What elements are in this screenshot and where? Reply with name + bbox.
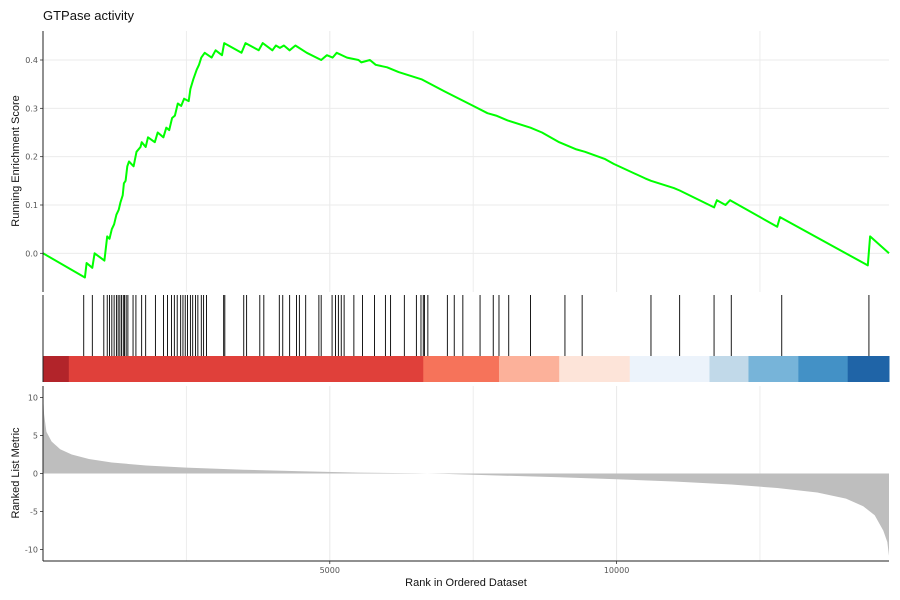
color-band-segment bbox=[559, 356, 631, 382]
hits-panel bbox=[83, 295, 870, 356]
x-tick-label: 5000 bbox=[320, 566, 340, 575]
axes: 5000 10000 bbox=[42, 31, 889, 575]
y-tick-label: 5 bbox=[33, 431, 38, 440]
color-band-segment bbox=[68, 356, 424, 382]
color-band-segment bbox=[847, 356, 890, 382]
running-score-panel: 0.0 0.1 0.2 0.3 0.4 bbox=[25, 42, 890, 279]
ranked-metric-area bbox=[43, 393, 889, 556]
color-band bbox=[43, 356, 890, 382]
y-axis-label-ranked-metric: Ranked List Metric bbox=[10, 427, 22, 519]
y-tick-label: 0.2 bbox=[25, 153, 38, 162]
x-tick-label: 10000 bbox=[604, 566, 629, 575]
color-band-segment bbox=[423, 356, 500, 382]
running-score-line bbox=[42, 42, 890, 279]
y-tick-label: 0.0 bbox=[25, 249, 38, 258]
color-band-segment bbox=[43, 356, 70, 382]
chart-title: GTPase activity bbox=[43, 8, 135, 23]
y-tick-label: 0 bbox=[33, 470, 38, 479]
y-tick-label: 0.3 bbox=[25, 104, 38, 113]
x-axis-label: Rank in Ordered Dataset bbox=[405, 577, 527, 589]
y-axis-label-running-score: Running Enrichment Score bbox=[10, 95, 22, 226]
color-band-segment bbox=[629, 356, 710, 382]
color-band-segment bbox=[748, 356, 799, 382]
color-band-segment bbox=[709, 356, 749, 382]
color-band-segment bbox=[798, 356, 849, 382]
y-tick-label: 0.1 bbox=[25, 201, 38, 210]
y-tick-label: -10 bbox=[25, 546, 38, 555]
y-tick-label: 10 bbox=[28, 393, 38, 402]
color-band-segment bbox=[498, 356, 560, 382]
y-tick-label: -5 bbox=[30, 508, 38, 517]
y-tick-label: 0.4 bbox=[25, 56, 38, 65]
ranked-metric-panel: -10 -5 0 5 10 bbox=[25, 393, 889, 556]
